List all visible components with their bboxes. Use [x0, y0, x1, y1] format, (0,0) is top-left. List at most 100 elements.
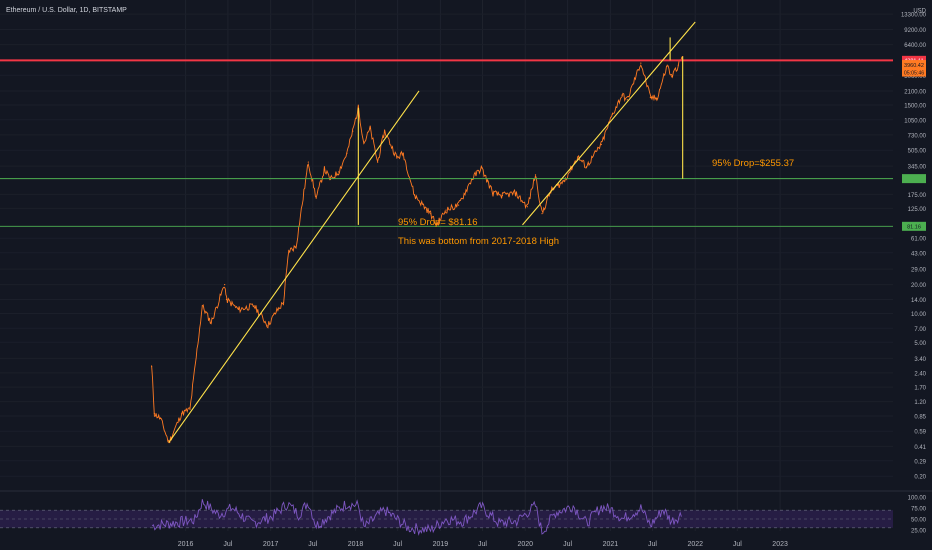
grid-layer [185, 0, 781, 531]
time-tick-label: 2021 [603, 541, 619, 548]
price-point [600, 143, 602, 146]
price-tick-label: 3.40 [914, 357, 926, 363]
price-series-line[interactable] [151, 56, 683, 444]
price-point [577, 156, 579, 158]
price-point [640, 62, 642, 64]
price-point [514, 192, 517, 194]
price-point [585, 166, 588, 168]
time-tick-label: Jul [223, 541, 232, 548]
price-point [492, 192, 494, 194]
price-point [151, 365, 153, 368]
countdown-bg [902, 68, 926, 77]
price-tick-label: 505.00 [908, 149, 927, 155]
price-point [274, 312, 276, 315]
price-tick-label: 29.00 [911, 268, 927, 274]
price-point [295, 245, 297, 248]
price-tick-label: 9200.00 [904, 28, 926, 34]
price-point [563, 180, 565, 182]
support-lower-label-bg [902, 221, 926, 231]
price-tick-label: 7.00 [914, 327, 926, 333]
price-tick-label: 14.00 [911, 298, 927, 304]
price-point [363, 142, 365, 144]
price-tick-label: 0.85 [914, 415, 926, 421]
price-point [621, 94, 623, 96]
price-point [369, 127, 371, 130]
price-point [225, 298, 228, 301]
price-unit-label: USD [913, 9, 926, 15]
price-point [501, 194, 504, 197]
price-point [329, 178, 332, 181]
price-point [189, 408, 191, 410]
price-point [224, 284, 226, 286]
time-tick-label: 2020 [517, 541, 533, 548]
price-point [677, 64, 679, 66]
price-tick-label: 730.00 [908, 133, 927, 139]
time-tick-label: 2018 [348, 541, 364, 548]
price-point [201, 305, 203, 307]
price-axis[interactable]: 13300.009200.006400.004400.003060.002100… [901, 9, 927, 535]
price-point [384, 130, 386, 132]
price-tick-label: 5.00 [914, 341, 926, 347]
time-tick-label: 2016 [178, 541, 194, 548]
price-tick-label: 125.00 [908, 207, 927, 213]
price-tick-label: 1.20 [914, 400, 926, 406]
annotation-drop-2021: 95% Drop=$255.37 [712, 158, 794, 169]
price-tick-label: 2.40 [914, 371, 926, 377]
chart-title: Ethereum / U.S. Dollar, 1D, BITSTAMP [6, 7, 127, 14]
support-upper-label-bg [902, 174, 926, 184]
time-tick-label: Jul [733, 541, 742, 548]
price-point [402, 152, 404, 154]
price-tick-label: 0.41 [914, 445, 926, 451]
drawing-overlay [0, 21, 893, 443]
price-point [181, 413, 183, 415]
time-tick-label: 2017 [263, 541, 279, 548]
price-tick-label: 175.00 [908, 193, 927, 199]
price-tick-label: 0.20 [914, 475, 926, 481]
price-tick-label: 345.00 [908, 165, 927, 171]
price-point [480, 167, 482, 169]
price-point [649, 96, 651, 98]
price-point [470, 178, 473, 181]
price-point [377, 161, 379, 163]
price-point [315, 197, 317, 199]
time-tick-label: Jul [563, 541, 572, 548]
rsi-tick-label: 25.00 [911, 529, 927, 535]
rsi-tick-label: 75.00 [911, 507, 927, 513]
price-tick-label: 10.00 [911, 312, 927, 318]
price-tick-label: 2100.00 [904, 89, 926, 95]
price-point [430, 213, 432, 215]
rsi-series-line[interactable] [151, 499, 682, 536]
price-point [346, 152, 348, 154]
price-point [153, 413, 156, 415]
price-tick-label: 43.00 [911, 251, 927, 257]
time-tick-label: 2023 [772, 541, 788, 548]
trendline-2020-2022[interactable] [522, 21, 696, 226]
price-tick-label: 0.29 [914, 459, 926, 465]
price-point [210, 322, 212, 324]
support-lower-label: 81.16 [907, 225, 921, 231]
price-point [670, 76, 673, 78]
price-point [656, 97, 658, 100]
trendline-2015-2018[interactable] [168, 90, 420, 443]
time-tick-label: Jul [478, 541, 487, 548]
price-pane[interactable] [151, 55, 684, 444]
rsi-pane [0, 490, 932, 536]
price-point [267, 324, 269, 327]
price-tick-label: 13300.00 [901, 13, 927, 19]
price-tick-label: 0.59 [914, 430, 926, 436]
price-point [282, 301, 285, 304]
annotation-bottom-note: This was bottom from 2017-2018 High [398, 236, 559, 247]
price-point [445, 209, 447, 211]
price-tick-label: 20.00 [911, 283, 927, 289]
time-tick-label: Jul [648, 541, 657, 548]
price-tick-label: 3060.00 [904, 74, 926, 80]
price-tick-label: 1.70 [914, 386, 926, 392]
price-tick-label: 1050.00 [904, 118, 926, 124]
last-price-label: 3960.42 [904, 63, 924, 69]
time-tick-label: 2022 [687, 541, 703, 548]
time-tick-label: Jul [308, 541, 317, 548]
price-point [626, 99, 628, 101]
time-axis[interactable]: 2016 Jul 2017 Jul 2018 Jul 2019 Jul 2020 Jul 2021 J… [178, 541, 788, 548]
